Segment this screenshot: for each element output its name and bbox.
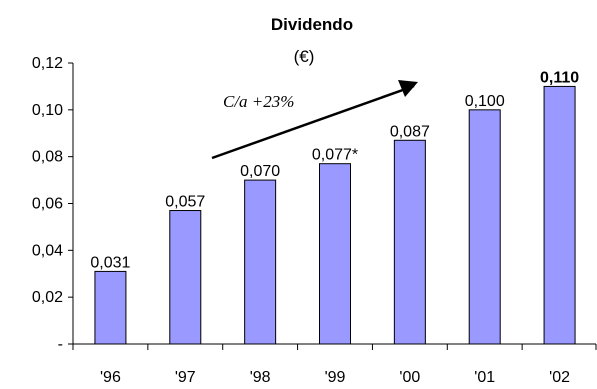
data-label: 0,057 bbox=[165, 194, 205, 211]
growth-arrow bbox=[211, 84, 415, 160]
bar bbox=[169, 210, 202, 345]
chart-subtitle: (€) bbox=[294, 47, 315, 66]
chart-title: Dividendo bbox=[271, 15, 353, 34]
x-tick-label: '99 bbox=[325, 369, 346, 386]
data-labels: 0,031 0,057 0,070 0,077* 0,087 0,100 0,110 bbox=[90, 69, 579, 271]
y-tick-label: 0,08 bbox=[32, 149, 63, 166]
bars bbox=[94, 85, 576, 345]
y-axis: - 0,02 0,04 0,06 0,08 0,10 0,12 bbox=[32, 55, 74, 353]
data-label: 0,070 bbox=[240, 163, 280, 180]
x-tick-label: '02 bbox=[549, 369, 570, 386]
x-tick-label: '97 bbox=[175, 369, 196, 386]
bar bbox=[244, 179, 277, 345]
x-tick-label: '01 bbox=[474, 369, 495, 386]
x-axis: '96 '97 '98 '99 '00 '01 '02 bbox=[72, 343, 597, 386]
y-tick-label: 0,10 bbox=[32, 102, 63, 119]
arrow-head-icon bbox=[398, 80, 418, 97]
y-tick-label: 0,02 bbox=[32, 289, 63, 306]
data-label: 0,110 bbox=[540, 69, 579, 86]
bar bbox=[319, 163, 351, 345]
data-label: 0,087 bbox=[390, 123, 430, 140]
growth-annotation-label: C/a +23% bbox=[223, 92, 294, 111]
bar bbox=[94, 270, 127, 345]
y-tick-label: 0,12 bbox=[32, 55, 63, 72]
x-tick-label: '98 bbox=[250, 369, 271, 386]
data-label: 0,031 bbox=[90, 254, 130, 271]
bar bbox=[468, 109, 501, 345]
x-tick-label: '00 bbox=[399, 369, 420, 386]
y-tick-label: 0,04 bbox=[32, 242, 63, 259]
data-label: 0,077* bbox=[312, 147, 358, 164]
bar bbox=[543, 85, 576, 345]
growth-annotation: C/a +23% bbox=[211, 80, 418, 160]
bar bbox=[393, 139, 426, 345]
x-tick-label: '96 bbox=[100, 369, 121, 386]
y-tick-label: 0,06 bbox=[32, 196, 63, 213]
y-tick-label: - bbox=[58, 336, 63, 353]
data-label: 0,100 bbox=[465, 93, 505, 110]
